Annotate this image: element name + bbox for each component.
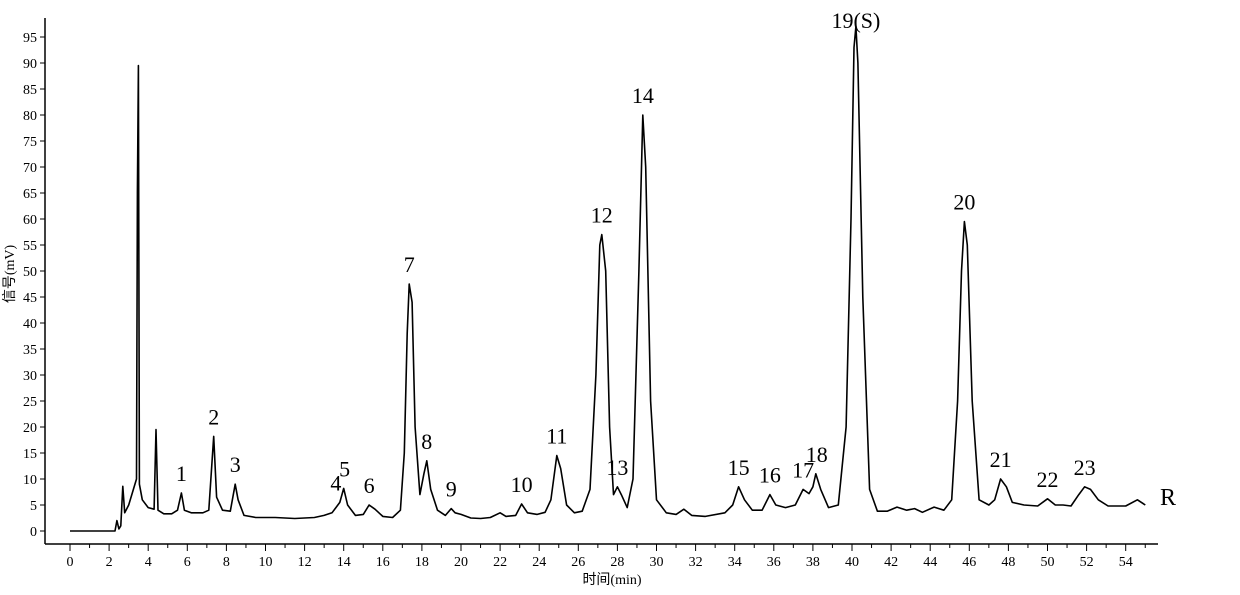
x-tick-label: 40 bbox=[845, 555, 859, 570]
x-tick-label: 6 bbox=[184, 555, 191, 570]
x-tick-label: 16 bbox=[376, 555, 390, 570]
x-tick-label: 48 bbox=[1001, 555, 1015, 570]
x-tick-label: 30 bbox=[650, 555, 664, 570]
peak-label: 6 bbox=[364, 473, 375, 498]
peak-label: 4 bbox=[330, 470, 341, 495]
x-tick-label: 10 bbox=[259, 555, 273, 570]
y-tick-label: 60 bbox=[23, 213, 37, 228]
x-tick-label: 14 bbox=[337, 555, 351, 570]
peak-label: 10 bbox=[511, 472, 533, 497]
peak-label: 12 bbox=[591, 203, 613, 228]
y-tick-label: 65 bbox=[23, 187, 37, 202]
y-tick-label: 0 bbox=[30, 525, 37, 540]
x-tick-label: 8 bbox=[223, 555, 230, 570]
y-tick-label: 35 bbox=[23, 343, 37, 358]
peak-label: 5 bbox=[339, 456, 350, 481]
x-tick-label: 54 bbox=[1119, 555, 1133, 570]
peak-label: 3 bbox=[230, 452, 241, 477]
peak-label: 22 bbox=[1037, 467, 1059, 492]
x-tick-label: 44 bbox=[923, 555, 937, 570]
x-tick-label: 32 bbox=[689, 555, 703, 570]
peak-label: 21 bbox=[990, 447, 1012, 472]
trace-label: R bbox=[1160, 485, 1176, 511]
peak-label: 13 bbox=[606, 455, 628, 480]
peak-label: 23 bbox=[1074, 455, 1096, 480]
peak-label: 20 bbox=[953, 190, 975, 215]
y-tick-label: 90 bbox=[23, 57, 37, 72]
y-tick-label: 10 bbox=[23, 473, 37, 488]
x-tick-label: 28 bbox=[610, 555, 624, 570]
y-tick-label: 80 bbox=[23, 109, 37, 124]
y-tick-label: 70 bbox=[23, 161, 37, 176]
x-tick-label: 36 bbox=[767, 555, 781, 570]
y-axis-title: 信号(mV) bbox=[2, 245, 18, 304]
peak-label: 8 bbox=[421, 429, 432, 454]
y-tick-label: 30 bbox=[23, 369, 37, 384]
peak-label: 14 bbox=[632, 83, 654, 108]
y-tick-label: 15 bbox=[23, 447, 37, 462]
chromatogram-trace bbox=[70, 25, 1146, 532]
x-axis-title: 时间(min) bbox=[582, 572, 641, 588]
y-tick-label: 25 bbox=[23, 395, 37, 410]
x-tick-label: 20 bbox=[454, 555, 468, 570]
y-tick-label: 40 bbox=[23, 317, 37, 332]
x-tick-label: 24 bbox=[532, 555, 546, 570]
x-tick-label: 0 bbox=[67, 555, 74, 570]
peak-label: 1 bbox=[176, 461, 187, 486]
y-tick-label: 95 bbox=[23, 31, 37, 46]
x-tick-label: 2 bbox=[106, 555, 113, 570]
peak-label: 7 bbox=[404, 252, 415, 277]
x-tick-label: 38 bbox=[806, 555, 820, 570]
x-tick-label: 34 bbox=[728, 555, 742, 570]
y-tick-label: 85 bbox=[23, 83, 37, 98]
x-tick-label: 26 bbox=[571, 555, 585, 570]
y-tick-label: 5 bbox=[30, 499, 37, 514]
peak-label: 11 bbox=[546, 424, 567, 449]
x-tick-label: 42 bbox=[884, 555, 898, 570]
trace-layer bbox=[70, 25, 1146, 532]
peak-label: 18 bbox=[806, 442, 828, 467]
x-tick-label: 46 bbox=[962, 555, 976, 570]
x-tick-label: 4 bbox=[145, 555, 152, 570]
peak-label: 16 bbox=[759, 463, 781, 488]
peak-label: 2 bbox=[208, 404, 219, 429]
peak-label: 19(S) bbox=[831, 8, 880, 33]
x-tick-label: 12 bbox=[298, 555, 312, 570]
y-tick-label: 55 bbox=[23, 239, 37, 254]
x-tick-label: 18 bbox=[415, 555, 429, 570]
x-tick-label: 50 bbox=[1041, 555, 1055, 570]
y-tick-label: 45 bbox=[23, 291, 37, 306]
x-tick-label: 52 bbox=[1080, 555, 1094, 570]
y-tick-label: 75 bbox=[23, 135, 37, 150]
y-tick-label: 50 bbox=[23, 265, 37, 280]
peak-label: 9 bbox=[446, 477, 457, 502]
y-tick-label: 20 bbox=[23, 421, 37, 436]
peak-label: 15 bbox=[728, 455, 750, 480]
peak-label: 17 bbox=[792, 457, 814, 482]
x-tick-label: 22 bbox=[493, 555, 507, 570]
